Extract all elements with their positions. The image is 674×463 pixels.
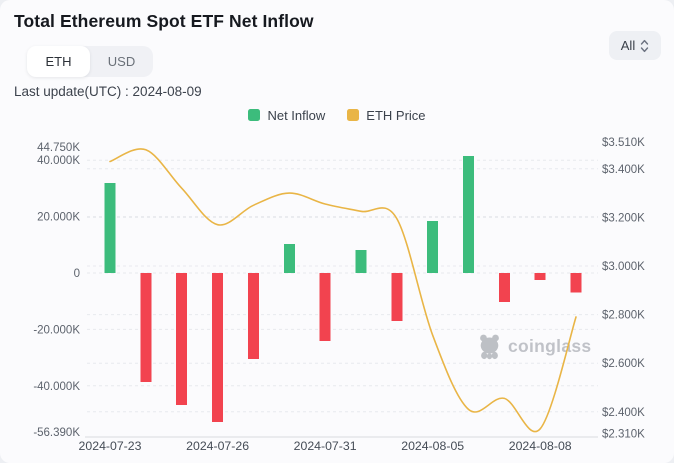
bar-2024-08-07[interactable] <box>498 273 510 302</box>
bar-2024-08-05[interactable] <box>427 221 439 273</box>
x-axis-tick: 2024-07-31 <box>294 439 357 453</box>
page-title: Total Ethereum Spot ETF Net Inflow <box>14 11 314 31</box>
legend-item-net-inflow[interactable]: Net Inflow <box>248 108 325 123</box>
left-axis-tick: 0 <box>74 268 80 280</box>
right-axis-tick: $2.800K <box>602 310 645 322</box>
coinglass-watermark: coinglass <box>477 333 591 360</box>
updown-chevron-icon <box>641 39 649 52</box>
range-select-value: All <box>620 38 636 53</box>
right-axis-tick: $2.400K <box>602 407 645 419</box>
left-axis-tick: 40.000K <box>37 155 80 167</box>
right-axis-tick: $3.400K <box>602 164 645 176</box>
net-inflow-swatch-icon <box>248 109 261 121</box>
bar-2024-07-30[interactable] <box>283 244 295 273</box>
time-range-select[interactable]: All <box>609 31 661 60</box>
eth-price-swatch-icon <box>347 109 360 121</box>
left-axis-tick: 20.000K <box>37 212 80 224</box>
last-update-text: Last update(UTC) : 2024-08-09 <box>14 84 202 99</box>
x-axis-tick: 2024-08-08 <box>509 439 572 453</box>
right-axis-tick: $2.600K <box>602 358 645 370</box>
bar-2024-07-26[interactable] <box>212 273 224 422</box>
left-axis-tick: -20.000K <box>33 324 80 336</box>
toggle-usd-button[interactable]: USD <box>90 46 153 77</box>
right-axis-tick: $3.200K <box>602 212 645 224</box>
bar-2024-07-25[interactable] <box>176 273 188 405</box>
bar-2024-08-06[interactable] <box>463 156 474 273</box>
x-axis-tick: 2024-07-23 <box>79 439 142 453</box>
bar-2024-08-09[interactable] <box>570 273 582 293</box>
legend: Net Inflow ETH Price <box>0 107 674 123</box>
bar-2024-08-08[interactable] <box>534 273 546 281</box>
right-axis-tick: $3.510K <box>602 137 645 149</box>
coinglass-watermark-text: coinglass <box>508 336 592 356</box>
x-axis-tick: 2024-08-05 <box>401 439 464 453</box>
bar-2024-07-23[interactable] <box>104 183 116 273</box>
right-axis-tick: $2.310K <box>602 429 645 441</box>
coinglass-bear-icon <box>480 334 499 360</box>
left-axis-tick: -56.390K <box>33 427 80 439</box>
bar-2024-07-31[interactable] <box>319 273 331 341</box>
unit-toggle: ETH USD <box>27 46 153 77</box>
eth-price-line[interactable] <box>109 148 577 433</box>
left-axis-tick: -40.000K <box>33 381 80 393</box>
bar-2024-07-29[interactable] <box>247 273 259 359</box>
bar-2024-08-01[interactable] <box>355 249 367 273</box>
x-axis-tick: 2024-07-26 <box>186 439 249 453</box>
right-axis-tick: $3.000K <box>602 261 645 273</box>
legend-label-net-inflow: Net Inflow <box>267 107 326 123</box>
legend-label-eth-price: ETH Price <box>366 107 426 123</box>
legend-item-eth-price[interactable]: ETH Price <box>347 107 426 123</box>
bar-2024-08-02[interactable] <box>391 273 403 321</box>
toggle-eth-button[interactable]: ETH <box>27 46 90 77</box>
left-axis-tick: 44.750K <box>37 142 80 154</box>
bar-2024-07-24[interactable] <box>140 273 152 383</box>
